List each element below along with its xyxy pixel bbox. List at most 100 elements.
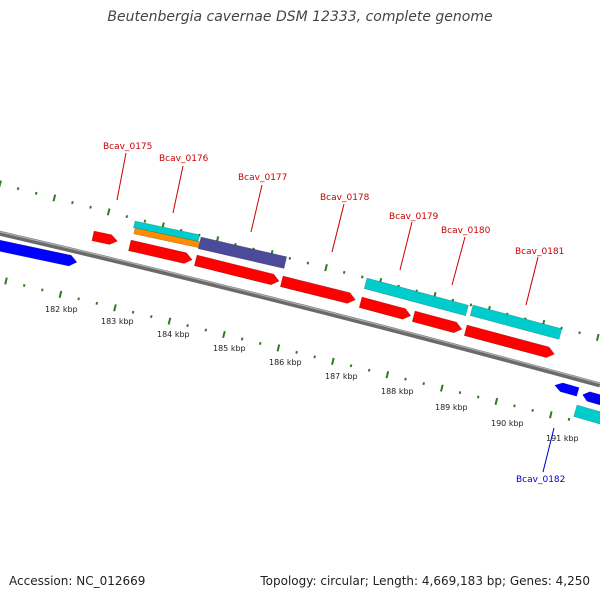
inner-ring-minor-tick — [513, 404, 516, 408]
inner-ring-minor-tick — [349, 364, 353, 368]
inner-ring-minor-tick — [95, 301, 99, 305]
outer-ring-minor-tick — [125, 215, 129, 219]
inner-ring-minor-tick — [131, 310, 135, 314]
kbp-label-184: 184 kbp — [157, 330, 190, 339]
inner-ring-major-tick — [549, 411, 553, 419]
topology-text: Topology: circular; Length: 4,669,183 bp… — [260, 574, 590, 588]
gene-label-bcav-0180[interactable]: Bcav_0180 — [441, 226, 491, 286]
genome-backbone-highlight — [0, 231, 600, 385]
gene-label-bcav-0176[interactable]: Bcav_0176 — [159, 154, 209, 214]
outer-ring-minor-tick — [34, 191, 38, 195]
gene-bar-cyan-right[interactable] — [573, 404, 600, 425]
gene-label-text: Bcav_0177 — [238, 173, 287, 183]
kbp-label-182: 182 kbp — [45, 305, 78, 314]
outer-ring-minor-tick — [89, 205, 92, 209]
gene-bar-cyan-0180[interactable] — [469, 304, 563, 340]
inner-ring-major-tick — [58, 290, 63, 299]
inner-ring-minor-tick — [240, 337, 244, 341]
gene-label-text: Bcav_0176 — [159, 154, 209, 164]
gene-label-bcav-0177[interactable]: Bcav_0177 — [238, 173, 287, 233]
gene-arrow-blue-0182b[interactable] — [582, 391, 600, 406]
gene-arrow-0177[interactable] — [193, 254, 280, 286]
gene-label-bcav-0179[interactable]: Bcav_0179 — [389, 212, 439, 271]
gene-label-text: Bcav_0178 — [320, 193, 370, 203]
gene-label-text: Bcav_0182 — [516, 475, 565, 485]
gene-label-bcav-0175[interactable]: Bcav_0175 — [103, 142, 152, 201]
kbp-label-186: 186 kbp — [269, 358, 302, 367]
inner-ring-minor-tick — [77, 297, 80, 301]
inner-ring-minor-tick — [41, 288, 44, 292]
gene-bar-cyan-0179[interactable] — [363, 277, 469, 317]
gene-label-leader — [331, 203, 345, 253]
gene-label-leader — [250, 184, 263, 233]
gene-bar-orange-0176[interactable] — [133, 227, 200, 248]
inner-ring-major-tick — [440, 384, 444, 392]
map-title: Beutenbergia cavernae DSM 12333, complet… — [107, 9, 493, 25]
inner-ring-major-tick — [167, 317, 172, 325]
gene-label-leader — [542, 427, 555, 473]
inner-ring-minor-tick — [458, 391, 462, 395]
genome-backbone — [0, 230, 600, 388]
gene-label-leader — [116, 152, 127, 201]
kbp-label-190: 190 kbp — [491, 419, 524, 428]
kbp-label-187: 187 kbp — [325, 372, 358, 381]
kbp-label-185: 185 kbp — [213, 344, 246, 353]
inner-ring-minor-tick — [204, 328, 208, 332]
gene-arrow-0176[interactable] — [128, 239, 193, 264]
accession-text: Accession: NC_012669 — [9, 574, 146, 588]
kbp-label-183: 183 kbp — [101, 317, 134, 326]
gene-arrow-blue-left[interactable] — [0, 238, 78, 267]
inner-ring-major-tick — [494, 397, 499, 406]
outer-ring-minor-tick — [16, 187, 20, 191]
gene-label-bcav-0181[interactable]: Bcav_0181 — [515, 247, 564, 306]
gene-arrow-0175[interactable] — [91, 230, 118, 245]
gene-label-bcav-0178[interactable]: Bcav_0178 — [320, 193, 370, 253]
inner-ring-minor-tick — [404, 377, 407, 381]
outer-ring-major-tick — [52, 194, 57, 202]
outer-ring-minor-tick — [288, 256, 292, 260]
inner-ring-major-tick — [276, 344, 281, 352]
outer-ring-minor-tick — [71, 201, 74, 205]
inner-ring-major-tick — [222, 330, 226, 339]
outer-ring-minor-tick — [578, 331, 581, 335]
gene-bar-purple-0177[interactable] — [197, 236, 288, 269]
inner-ring-major-tick — [331, 357, 335, 365]
gene-arrow-0181[interactable] — [463, 324, 555, 358]
outer-ring-minor-tick — [342, 270, 346, 274]
inner-ring-major-tick — [113, 304, 117, 312]
inner-ring-major-tick — [385, 371, 390, 379]
gene-arrow-0179[interactable] — [358, 296, 412, 320]
gene-label-text: Bcav_0180 — [441, 226, 491, 236]
kbp-label-191: 191 kbp — [546, 434, 579, 443]
gene-arrow-0180[interactable] — [411, 310, 463, 334]
gene-label-text: Bcav_0179 — [389, 212, 439, 222]
gene-label-leader — [525, 256, 539, 306]
outer-ring-major-tick — [106, 208, 111, 216]
inner-ring-minor-tick — [22, 283, 26, 287]
gene-arrow-0178[interactable] — [279, 275, 356, 304]
gene-label-leader — [399, 221, 413, 271]
outer-ring-minor-tick — [306, 261, 310, 265]
outer-ring-major-tick — [0, 180, 2, 188]
outer-ring-minor-tick — [469, 303, 473, 307]
inner-ring-minor-tick — [150, 315, 153, 319]
gene-label-text: Bcav_0181 — [515, 247, 564, 257]
feature-track — [0, 220, 600, 425]
gene-label-leader — [451, 236, 466, 286]
outer-ring-minor-tick — [143, 219, 147, 223]
inner-ring-minor-tick — [567, 417, 571, 421]
gene-label-bcav-0182[interactable]: Bcav_0182 — [516, 427, 565, 485]
inner-ring-minor-tick — [422, 382, 425, 386]
inner-ring-minor-tick — [367, 368, 371, 372]
outer-ring-major-tick — [595, 333, 600, 342]
kbp-label-189: 189 kbp — [435, 403, 468, 412]
gene-label-leader — [172, 165, 184, 214]
outer-ring-minor-tick — [360, 275, 364, 279]
inner-ring-minor-tick — [258, 341, 262, 345]
gene-arrow-blue-0182a[interactable] — [554, 382, 580, 397]
kbp-label-188: 188 kbp — [381, 387, 414, 396]
inner-ring-minor-tick — [531, 408, 534, 412]
inner-ring-minor-tick — [186, 324, 189, 328]
gene-label-text: Bcav_0175 — [103, 142, 152, 152]
